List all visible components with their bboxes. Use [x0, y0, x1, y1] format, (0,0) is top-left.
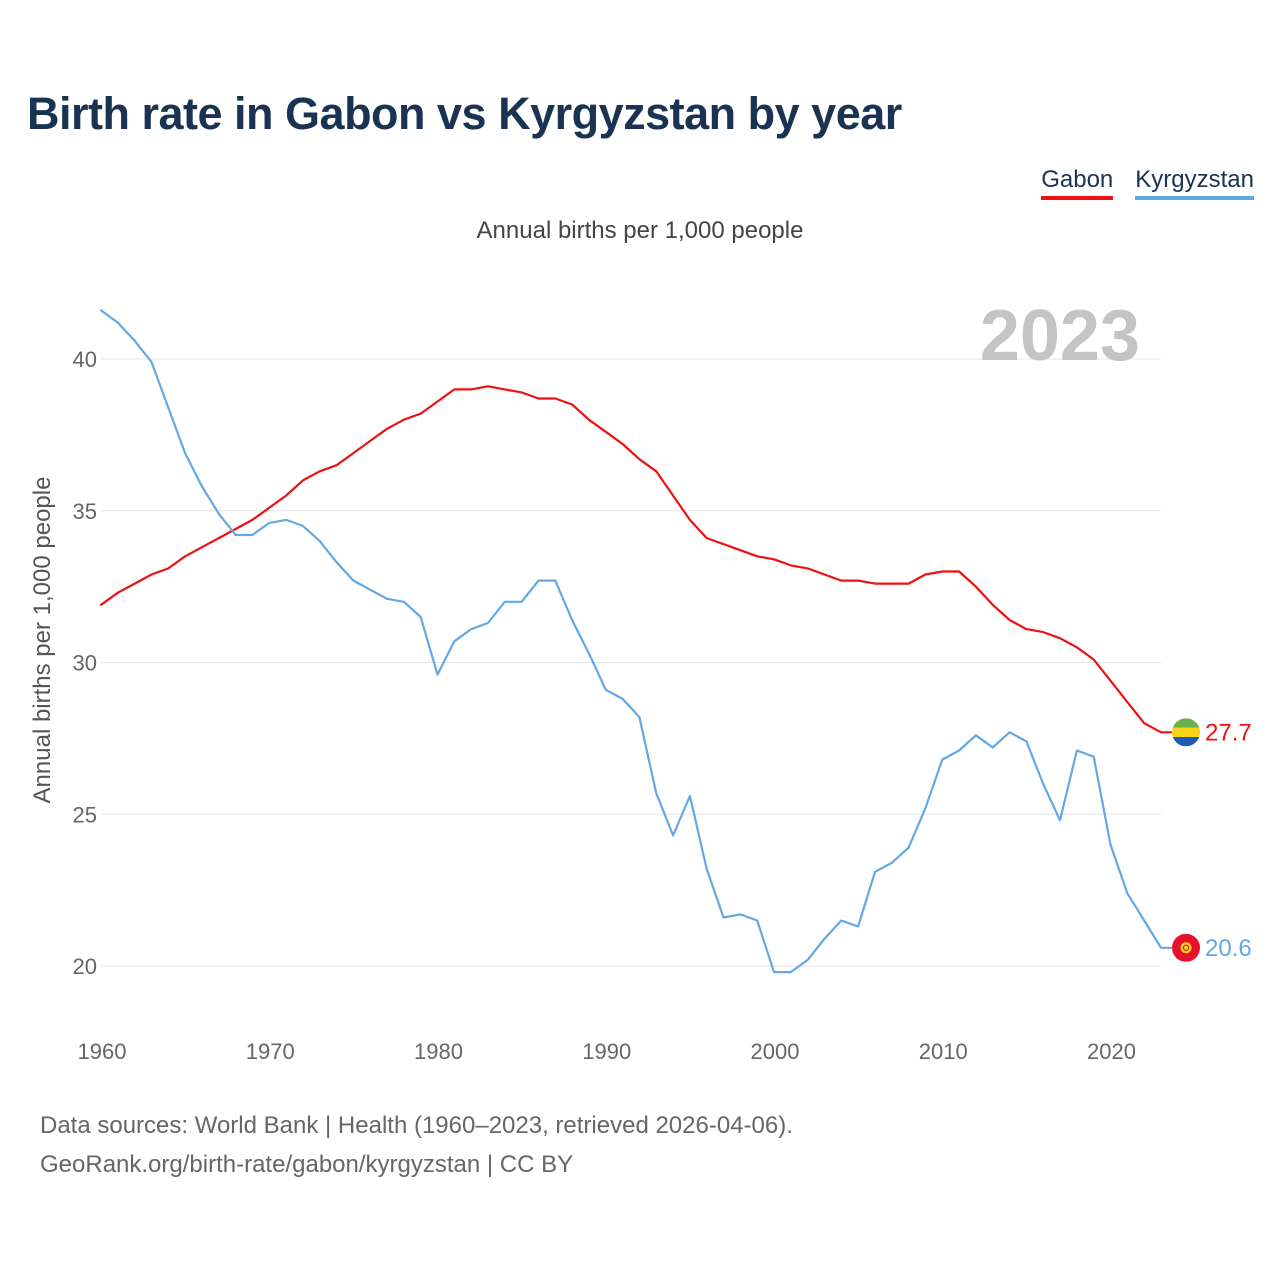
x-axis-ticks: 1960 1970 1980 1990 2000 2010 2020 — [78, 1039, 1136, 1064]
end-value-gabon: 27.7 — [1205, 719, 1252, 746]
x-tick-label: 2020 — [1087, 1039, 1136, 1064]
x-tick-label: 2010 — [919, 1039, 968, 1064]
x-tick-label: 1960 — [78, 1039, 127, 1064]
gabon-flag-icon — [1172, 718, 1200, 747]
chart-subtitle: Annual births per 1,000 people — [476, 217, 804, 244]
series-line-kyrgyzstan — [99, 309, 1173, 974]
end-flags: 27.7 20.6 — [1172, 718, 1252, 962]
y-axis-ticks: 20 25 30 35 40 — [73, 347, 97, 979]
footer-sources: Data sources: World Bank | Health (1960–… — [40, 1112, 793, 1139]
legend-item-kyrgyzstan[interactable]: Kyrgyzstan — [1135, 166, 1254, 200]
end-value-kyrgyzstan: 20.6 — [1205, 935, 1252, 962]
y-tick-label: 40 — [73, 347, 97, 372]
x-tick-label: 1970 — [246, 1039, 295, 1064]
y-tick-label: 35 — [73, 499, 97, 524]
x-tick-label: 1990 — [582, 1039, 631, 1064]
legend-item-gabon[interactable]: Gabon — [1041, 166, 1114, 200]
y-tick-label: 30 — [73, 651, 97, 676]
series-line-gabon — [99, 385, 1173, 734]
grid-lines — [101, 358, 1161, 967]
x-tick-label: 1980 — [414, 1039, 463, 1064]
y-tick-label: 25 — [73, 802, 97, 827]
chart-title: Birth rate in Gabon vs Kyrgyzstan by yea… — [27, 88, 902, 139]
kyrgyzstan-flag-icon — [1172, 933, 1200, 962]
series-lines — [99, 309, 1173, 974]
y-axis-label: Annual births per 1,000 people — [29, 477, 56, 804]
year-label: 2023 — [980, 296, 1140, 376]
footer: Data sources: World Bank | Health (1960–… — [40, 1106, 793, 1184]
x-tick-label: 2000 — [751, 1039, 800, 1064]
y-tick-label: 20 — [73, 954, 97, 979]
footer-link[interactable]: GeoRank.org/birth-rate/gabon/kyrgyzstan … — [40, 1151, 574, 1178]
legend: Gabon Kyrgyzstan — [1041, 166, 1254, 200]
